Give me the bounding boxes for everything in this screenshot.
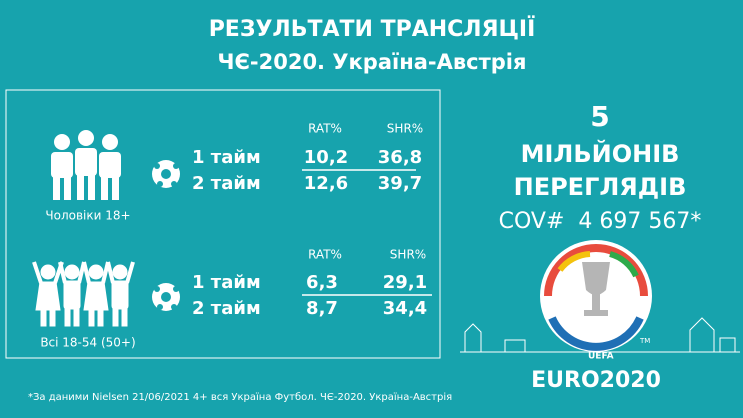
ball-icon [152,283,180,311]
ball-icon [152,160,180,188]
subtitle: ЧЄ-2020. Україна-Австрія [218,50,527,74]
row-label: 1 тайм [192,147,261,168]
column-header: SHR% [387,122,423,136]
value: 12,6 [304,173,348,194]
coverage: COV# 4 697 567* [499,209,702,234]
men-icon [51,130,121,200]
summary-line: МІЛЬЙОНІВ [521,139,680,168]
panel-border [5,89,441,359]
column-header: RAT% [308,248,342,262]
value: 36,8 [378,147,422,168]
uefa-text: UEFA [588,352,614,362]
row-label: 2 тайм [192,298,261,319]
euro-logo: UEFA TM EURO2020 [460,240,740,393]
column-header: RAT% [308,122,342,136]
summary-line: ПЕРЕГЛЯДІВ [514,173,687,201]
group-label: Всі 18-54 (50+) [40,336,135,350]
title: РЕЗУЛЬТАТИ ТРАНСЛЯЦІЇ [209,16,536,42]
tm-text: TM [639,337,650,345]
value: 6,3 [306,272,338,293]
value: 34,4 [383,298,427,319]
column-header: SHR% [390,248,426,262]
value: 10,2 [304,147,348,168]
row-label: 1 тайм [192,272,261,293]
footnote: *За даними Nielsen 21/06/2021 4+ вся Укр… [28,391,452,403]
euro-text: EURO2020 [531,368,661,393]
row-label: 2 тайм [192,173,261,194]
summary-number: 5 [590,100,609,133]
group-label: Чоловіки 18+ [45,209,130,223]
value: 29,1 [383,272,427,293]
value: 8,7 [306,298,338,319]
value: 39,7 [378,173,422,194]
people-icon [32,261,135,327]
